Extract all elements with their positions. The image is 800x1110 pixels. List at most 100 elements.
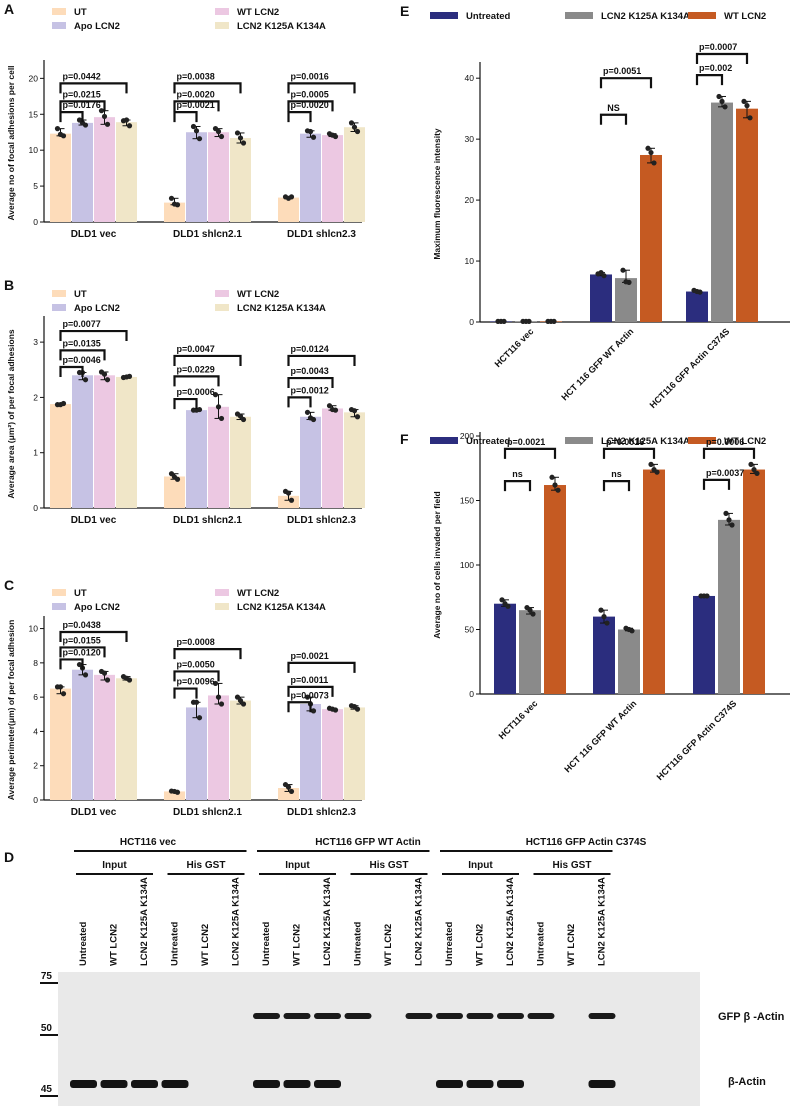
data-point — [123, 374, 130, 380]
blot-lane-label: Untreated — [353, 921, 364, 966]
significance-bracket — [702, 447, 756, 459]
data-point — [104, 121, 111, 127]
data-point — [726, 517, 732, 523]
data-point — [123, 117, 130, 123]
bar — [615, 278, 637, 322]
data-point — [723, 510, 729, 516]
data-point — [212, 680, 219, 687]
blot-group-label: HCT116 vec — [120, 837, 177, 848]
blot-lane-label: Untreated — [170, 921, 181, 966]
data-point — [215, 404, 222, 410]
data-point — [190, 123, 197, 130]
p-value-label: p=0.0120 — [63, 647, 101, 657]
y-tick-label: 150 — [460, 496, 474, 506]
blot-lane-label: LCN2 K125A K134A — [139, 877, 150, 966]
bar — [593, 616, 615, 694]
data-point — [285, 490, 292, 496]
p-value-label: p=0.0077 — [63, 319, 101, 329]
mw-marker-label: 75 — [41, 971, 53, 982]
p-value-label: p=0.002 — [699, 63, 732, 73]
blot-lane-label: Untreated — [78, 921, 89, 966]
category-label: HCT 116 GFP WT Actin — [559, 326, 635, 402]
bar — [519, 610, 541, 694]
legend-swatch — [52, 22, 66, 29]
data-point — [648, 149, 654, 156]
data-point — [722, 104, 728, 110]
y-tick-label: 30 — [465, 134, 475, 144]
legend-label: Untreated — [466, 11, 511, 22]
significance-bracket — [287, 701, 312, 713]
bar — [322, 408, 343, 508]
blot-band-actin — [497, 1080, 524, 1088]
data-point — [329, 132, 336, 138]
p-value-label: p=0.0037 — [706, 468, 744, 478]
data-point — [240, 701, 247, 707]
data-point — [354, 414, 361, 420]
blot-group-label: HCT116 GFP WT Actin — [315, 837, 421, 848]
legend-label: Apo LCN2 — [74, 21, 120, 32]
data-point — [240, 416, 247, 423]
category-label: DLD1 vec — [71, 515, 117, 526]
y-tick-label: 6 — [33, 692, 38, 702]
blot-lane-label: WT LCN2 — [475, 924, 486, 966]
data-point — [747, 115, 753, 121]
blot-subgroup-label: Input — [102, 860, 127, 871]
category-label: HCT116 vec — [493, 326, 536, 369]
blot-band-gfp-actin — [497, 1013, 524, 1019]
legend-label: UT — [74, 588, 87, 599]
significance-bracket — [59, 329, 128, 342]
bar — [278, 495, 299, 508]
data-point — [530, 611, 536, 617]
legend-swatch — [215, 589, 229, 596]
significance-bracket — [173, 100, 220, 112]
data-point — [351, 124, 358, 130]
significance-bracket — [59, 100, 106, 112]
data-point — [604, 620, 610, 626]
significance-bracket — [287, 661, 356, 673]
legend-label: Apo LCN2 — [74, 303, 120, 314]
data-point — [329, 406, 336, 413]
blot-lane-label: Untreated — [261, 921, 272, 966]
blot-band-actin — [70, 1080, 97, 1088]
blot-band-actin — [436, 1080, 463, 1088]
data-point — [171, 201, 178, 207]
legend-label: UT — [74, 7, 87, 18]
blot-band-actin — [131, 1080, 158, 1088]
blot-band-actin — [588, 1080, 616, 1088]
blot-band-gfp-actin — [344, 1013, 372, 1019]
significance-bracket — [695, 52, 749, 64]
data-point — [237, 697, 244, 704]
p-value-label: p=0.0006 — [177, 387, 215, 397]
data-point — [623, 279, 629, 285]
p-value-label: p=0.0096 — [177, 677, 215, 687]
data-point — [307, 128, 314, 135]
significance-bracket — [173, 648, 242, 660]
p-value-label: p=0.0176 — [63, 100, 101, 110]
legend-label: LCN2 K125A K134A — [601, 436, 690, 447]
data-point — [101, 371, 108, 377]
data-point — [555, 487, 561, 493]
bar — [693, 595, 715, 694]
significance-bracket — [287, 685, 334, 697]
legend-swatch — [215, 22, 229, 29]
data-point — [79, 120, 86, 126]
category-label: DLD1 shlcn2.1 — [173, 515, 242, 526]
blot-lane-label: LCN2 K125A K134A — [597, 877, 608, 966]
data-point — [648, 461, 654, 467]
legend-swatch — [215, 290, 229, 297]
legend-swatch — [215, 603, 229, 610]
data-point — [716, 93, 722, 100]
chart-a: A UT WT LCN2 Apo LCN2 LCN2 K125A K134A 0 5 10 15… — [4, 1, 365, 240]
blot-lane-label: Untreated — [444, 921, 455, 966]
category-label: DLD1 shlcn2.3 — [287, 807, 356, 818]
bar — [116, 678, 137, 800]
significance-bracket — [59, 658, 84, 670]
bar — [186, 132, 207, 222]
data-point — [598, 607, 604, 613]
bar — [94, 674, 115, 800]
p-value-label: p=0.0051 — [603, 66, 641, 76]
significance-bracket — [602, 447, 656, 459]
data-point — [601, 614, 607, 620]
bar — [718, 519, 740, 694]
data-point — [549, 474, 555, 480]
